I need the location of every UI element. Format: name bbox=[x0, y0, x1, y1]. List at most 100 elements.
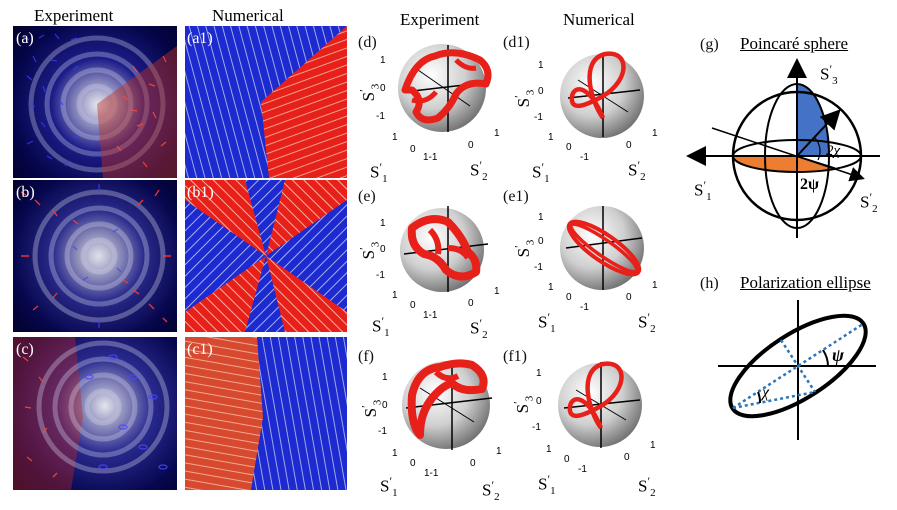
panel-label-e1: (e1) bbox=[503, 188, 529, 205]
ellipse-psi-label: ψ bbox=[832, 345, 845, 365]
tick-e1-x1: 1 bbox=[548, 282, 554, 293]
sphere-f bbox=[402, 359, 493, 450]
axis-label-s2-e: S′2 bbox=[470, 316, 488, 342]
tick-f-y-1: -1 bbox=[378, 426, 387, 437]
experiment-image-c bbox=[13, 337, 177, 490]
panel-label-a1: (a1) bbox=[187, 30, 213, 47]
poincare-two-chi-label: 2χ bbox=[826, 143, 841, 159]
axis-label-s1-e1: S′1 bbox=[538, 310, 556, 336]
numerical-image-a1 bbox=[185, 26, 347, 178]
sphere-f1 bbox=[558, 361, 642, 448]
panel-label-a: (a) bbox=[16, 30, 34, 47]
tick-f1-y1: 1 bbox=[536, 368, 542, 379]
ellipse-chi-label: χ bbox=[762, 384, 770, 401]
poincare-axis-s3: S′3 bbox=[820, 62, 838, 88]
axis-label-s1-d1: S′1 bbox=[532, 160, 550, 186]
panel-label-b1: (b1) bbox=[187, 184, 214, 201]
tick-e-z0: 0 bbox=[468, 298, 474, 309]
tick-f1-pair: -1 bbox=[578, 464, 587, 475]
tick-d1-y-1: -1 bbox=[534, 112, 543, 123]
panel-label-d: (d) bbox=[358, 34, 377, 51]
poincare-two-psi-label: 2ψ bbox=[800, 176, 820, 193]
panel-label-f: (f) bbox=[358, 348, 374, 365]
tick-d1-z0: 0 bbox=[626, 140, 632, 151]
tick-d-y-1: -1 bbox=[376, 111, 385, 122]
tick-e1-y-1: -1 bbox=[534, 262, 543, 273]
axis-label-s2-e1: S′2 bbox=[638, 310, 656, 336]
panel-label-d1: (d1) bbox=[503, 34, 530, 51]
tick-f-y0: 0 bbox=[382, 400, 388, 411]
tick-e1-z1: 1 bbox=[652, 280, 658, 291]
experiment-pattern-a bbox=[22, 33, 177, 178]
experiment-image-b bbox=[13, 180, 177, 332]
panel-label-c: (c) bbox=[16, 341, 34, 358]
tick-f-pair: 1-1 bbox=[424, 468, 439, 479]
axis-label-s2-f: S′2 bbox=[482, 478, 500, 504]
panel-label-f1: (f1) bbox=[503, 348, 527, 365]
tick-f1-y-1: -1 bbox=[532, 422, 541, 433]
tick-f-x0: 0 bbox=[410, 458, 416, 469]
tick-f1-x1: 1 bbox=[546, 444, 552, 455]
panel-label-b: (b) bbox=[16, 184, 35, 201]
tick-f1-z1: 1 bbox=[650, 440, 656, 451]
sphere-d1 bbox=[560, 51, 644, 138]
axis-label-s1-f: S′1 bbox=[380, 474, 398, 500]
axis-label-s1-d: S′1 bbox=[370, 160, 388, 186]
tick-e-x0: 0 bbox=[410, 300, 416, 311]
column-title-numerical-left: Numerical bbox=[212, 6, 284, 25]
numerical-image-c1 bbox=[185, 337, 347, 490]
tick-f-x1: 1 bbox=[392, 448, 398, 459]
tick-e1-z0: 0 bbox=[626, 292, 632, 303]
numerical-pattern-b1 bbox=[185, 180, 347, 332]
tick-f1-z0: 0 bbox=[624, 452, 630, 463]
tick-d1-z1: 1 bbox=[652, 128, 658, 139]
axis-label-s1-f1: S′1 bbox=[538, 472, 556, 498]
poincare-axis-s1: S′1 bbox=[694, 178, 712, 204]
tick-e-y-1: -1 bbox=[376, 270, 385, 281]
axis-label-s2-d: S′2 bbox=[470, 158, 488, 184]
tick-d1-x0: 0 bbox=[566, 142, 572, 153]
tick-d-y0: 0 bbox=[380, 83, 386, 94]
tick-f1-y0: 0 bbox=[536, 396, 542, 407]
tick-d-y1: 1 bbox=[380, 55, 386, 66]
tick-e-y0: 0 bbox=[380, 244, 386, 255]
sphere-e1 bbox=[560, 206, 644, 290]
experiment-image-a bbox=[13, 26, 177, 178]
tick-f1-x0: 0 bbox=[564, 454, 570, 465]
tick-d-z1: 1 bbox=[494, 128, 500, 139]
numerical-pattern-c1 bbox=[185, 337, 347, 490]
tick-d1-y1: 1 bbox=[538, 60, 544, 71]
column-title-experiment-left: Experiment bbox=[34, 6, 114, 25]
column-title-numerical-mid: Numerical bbox=[563, 10, 635, 29]
tick-e-pair: 1-1 bbox=[423, 310, 438, 321]
panel-label-h: (h) bbox=[700, 275, 719, 292]
poincare-axis-s2: S′2 bbox=[860, 190, 878, 216]
axis-label-s2-f1: S′2 bbox=[638, 474, 656, 500]
tick-d1-pair: -1 bbox=[580, 152, 589, 163]
tick-e-x1: 1 bbox=[392, 290, 398, 301]
tick-e1-y0: 0 bbox=[538, 236, 544, 247]
sphere-d bbox=[398, 44, 492, 132]
tick-d-x0: 0 bbox=[410, 144, 416, 155]
tick-d-z0: 0 bbox=[468, 140, 474, 151]
polarization-ellipse-title: Polarization ellipse bbox=[740, 273, 871, 292]
numerical-pattern-a1 bbox=[185, 26, 347, 178]
tick-f-y1: 1 bbox=[382, 372, 388, 383]
tick-d-x1: 1 bbox=[392, 132, 398, 143]
sphere-e bbox=[400, 206, 489, 292]
tick-f-z1: 1 bbox=[496, 446, 502, 457]
panel-label-c1: (c1) bbox=[187, 341, 213, 358]
experiment-pattern-b bbox=[20, 184, 171, 328]
experiment-pattern-c bbox=[13, 337, 170, 490]
tick-d1-x1: 1 bbox=[548, 132, 554, 143]
tick-e1-pair: -1 bbox=[580, 302, 589, 313]
panel-label-g: (g) bbox=[700, 36, 719, 53]
tick-e-y1: 1 bbox=[380, 218, 386, 229]
axis-label-s1-e: S′1 bbox=[372, 314, 390, 340]
tick-e1-x0: 0 bbox=[566, 292, 572, 303]
tick-e-z1: 1 bbox=[494, 286, 500, 297]
panel-label-e: (e) bbox=[358, 188, 376, 205]
